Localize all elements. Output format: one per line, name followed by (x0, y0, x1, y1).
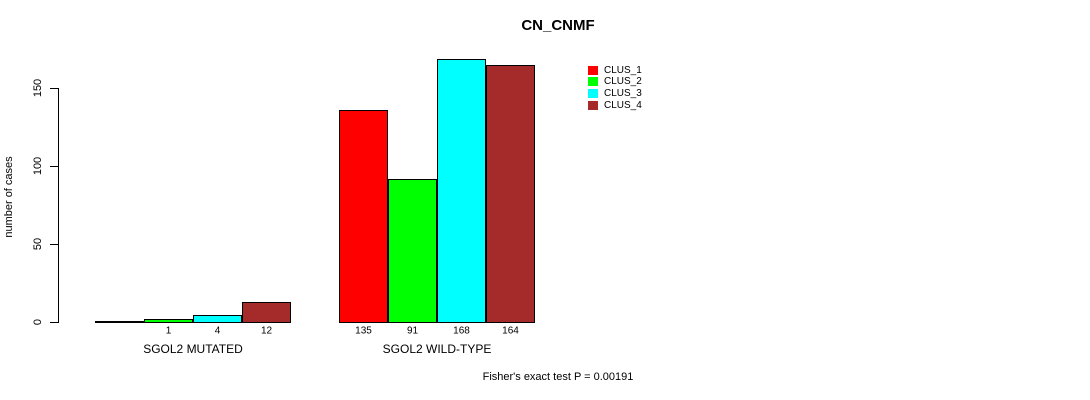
bar-clus_4-sgol2-mutated (242, 302, 291, 323)
legend-label: CLUS_4 (604, 99, 642, 111)
bar-value-label: 4 (214, 325, 221, 337)
y-tick-mark (50, 244, 58, 245)
legend-swatch-clus_1 (588, 65, 598, 75)
y-tick-mark (50, 88, 58, 89)
legend-swatch-clus_4 (588, 100, 598, 110)
bar-value-label: 1 (165, 325, 172, 337)
bar-clus_4-sgol2-wild-type (486, 65, 535, 323)
legend-swatch-clus_3 (588, 88, 598, 98)
bar-clus_2-sgol2-mutated (144, 319, 193, 323)
y-tick-mark (50, 322, 58, 323)
bar-value-label: 91 (406, 325, 419, 337)
bar-clus_1-sgol2-mutated (95, 321, 144, 323)
y-tick-mark (50, 166, 58, 167)
bar-value-label: 168 (453, 325, 470, 337)
chart-title: CN_CNMF (521, 17, 595, 34)
legend-label: CLUS_1 (604, 64, 642, 76)
y-tick-label: 50 (32, 237, 44, 251)
y-tick-label: 150 (32, 78, 44, 98)
y-tick-label: 0 (32, 318, 44, 326)
y-axis (58, 88, 59, 323)
bar-value-label: 12 (260, 325, 273, 337)
bar-clus_2-sgol2-wild-type (388, 179, 437, 323)
legend-swatch-clus_2 (588, 77, 598, 87)
bar-clus_3-sgol2-mutated (193, 315, 242, 323)
bar-value-label: 164 (502, 325, 519, 337)
bar-value-label: 135 (355, 325, 372, 337)
bar-clus_3-sgol2-wild-type (437, 59, 486, 323)
y-tick-label: 100 (32, 156, 44, 176)
category-label: SGOL2 MUTATED (143, 342, 243, 356)
y-axis-label: number of cases (3, 156, 15, 238)
legend-label: CLUS_2 (604, 76, 642, 88)
legend-label: CLUS_3 (604, 87, 642, 99)
fisher-test-annotation: Fisher's exact test P = 0.00191 (482, 371, 634, 383)
category-label: SGOL2 WILD-TYPE (382, 342, 492, 356)
bar-clus_1-sgol2-wild-type (339, 110, 388, 323)
